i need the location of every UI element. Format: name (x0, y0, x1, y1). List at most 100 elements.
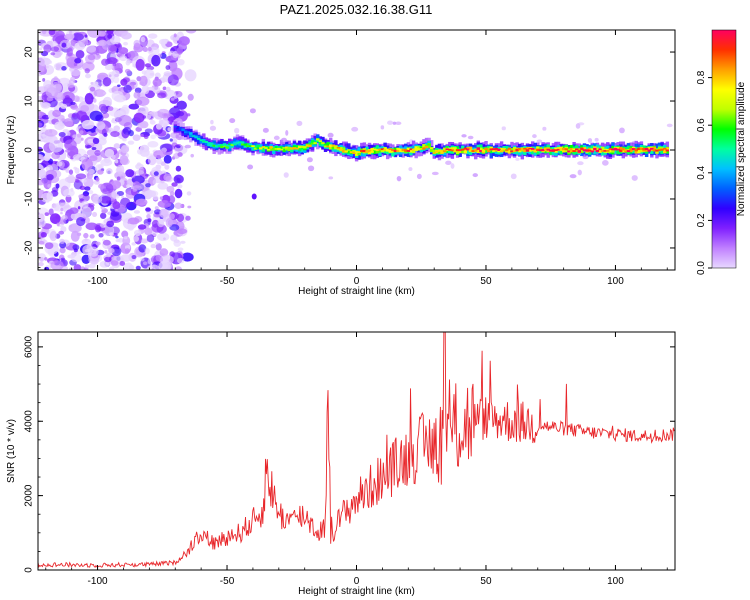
ridge-cell (442, 150, 447, 153)
ridge-cell (432, 152, 436, 154)
spectrogram-plot-area (38, 30, 673, 270)
noise-speck (60, 207, 64, 212)
ridge-cell (365, 150, 369, 153)
noise-speck (73, 264, 82, 270)
ridge-cell (396, 150, 400, 153)
noise-speck (144, 63, 152, 68)
ridge-cell (367, 149, 372, 153)
noise-speck (38, 218, 44, 222)
noise-speck (155, 254, 162, 261)
ridge-cell (189, 132, 193, 138)
ridge-cell (536, 148, 540, 151)
noise-speck (176, 228, 188, 235)
noise-speck (396, 176, 402, 182)
noise-speck (135, 58, 145, 71)
ridge-cell (481, 149, 486, 153)
noise-speck (61, 66, 67, 71)
noise-speck (158, 260, 172, 270)
ridge-cell (253, 147, 258, 150)
noise-speck (70, 69, 81, 77)
noise-speck (112, 201, 121, 210)
noise-speck (59, 202, 70, 209)
ridge-cell (199, 139, 203, 142)
noise-speck (143, 69, 155, 79)
noise-speck (594, 137, 599, 142)
noise-speck (165, 65, 171, 70)
ridge-cell (455, 148, 460, 154)
ridge-cell (297, 145, 302, 151)
noise-speck (165, 86, 171, 92)
noise-speck (58, 132, 66, 137)
ridge-cell (551, 149, 556, 152)
ridge-cell (220, 145, 224, 149)
noise-speck (177, 58, 185, 66)
ridge-cell (538, 149, 543, 152)
ridge-cell (422, 147, 426, 150)
ridge-cell (523, 148, 527, 153)
noise-speck (89, 155, 98, 162)
ridge-cell (326, 142, 330, 148)
noise-speck (163, 173, 172, 182)
noise-speck (262, 127, 269, 133)
noise-speck (173, 240, 182, 247)
noise-speck (72, 244, 80, 251)
ridge-cell (246, 145, 250, 148)
ridge-cell (251, 145, 255, 148)
ridge-cell (238, 141, 242, 146)
ridge-cell (458, 149, 462, 153)
ridge-cell (360, 150, 364, 157)
ridge-cell (569, 150, 574, 153)
colorbar-tick-label: 0.2 (696, 213, 707, 227)
x-tick-label: 50 (480, 276, 492, 287)
ridge-cell (199, 138, 203, 144)
noise-speck (120, 145, 130, 154)
ridge-cell (269, 147, 273, 151)
noise-speck (113, 76, 120, 84)
noise-speck (172, 50, 179, 59)
ridge-cell (458, 149, 462, 151)
ridge-cell (401, 148, 405, 151)
noise-speck (40, 231, 47, 238)
noise-speck (86, 144, 92, 149)
noise-speck (101, 112, 110, 119)
ridge-cell (406, 147, 411, 152)
noise-speck (174, 202, 183, 209)
ridge-cell (600, 146, 605, 152)
ridge-cell (261, 147, 266, 152)
ridge-cell (194, 136, 198, 139)
ridge-cell (559, 148, 563, 151)
noise-speck (127, 51, 136, 59)
noise-speck (569, 174, 577, 179)
ridge-cell (523, 147, 527, 150)
noise-speck (147, 140, 159, 148)
noise-speck (184, 144, 191, 149)
noise-speck (94, 172, 98, 177)
noise-speck (133, 229, 142, 237)
ridge-cell (352, 151, 356, 154)
noise-speck (73, 166, 77, 170)
ridge-cell (282, 147, 286, 149)
noise-speck (177, 184, 183, 189)
noise-speck (104, 256, 112, 263)
noise-speck (87, 30, 102, 38)
noise-speck (80, 266, 85, 270)
ridge-cell (489, 147, 493, 154)
ridge-cell (629, 147, 633, 151)
ridge-cell (603, 150, 607, 152)
y-tick-label: 4000 (24, 410, 35, 433)
noise-speck (210, 119, 214, 125)
noise-speck (99, 212, 107, 219)
noise-speck (87, 246, 99, 257)
ridge-cell (639, 147, 644, 151)
noise-speck (124, 248, 130, 254)
noise-speck (44, 257, 48, 261)
noise-speck (46, 173, 54, 181)
noise-speck (117, 84, 121, 87)
noise-speck (68, 79, 76, 85)
noise-speck (100, 222, 107, 228)
ridge-cell (287, 147, 291, 149)
noise-speck (100, 158, 113, 167)
noise-speck (66, 47, 73, 57)
ridge-cell (339, 148, 343, 151)
noise-speck (71, 113, 76, 118)
